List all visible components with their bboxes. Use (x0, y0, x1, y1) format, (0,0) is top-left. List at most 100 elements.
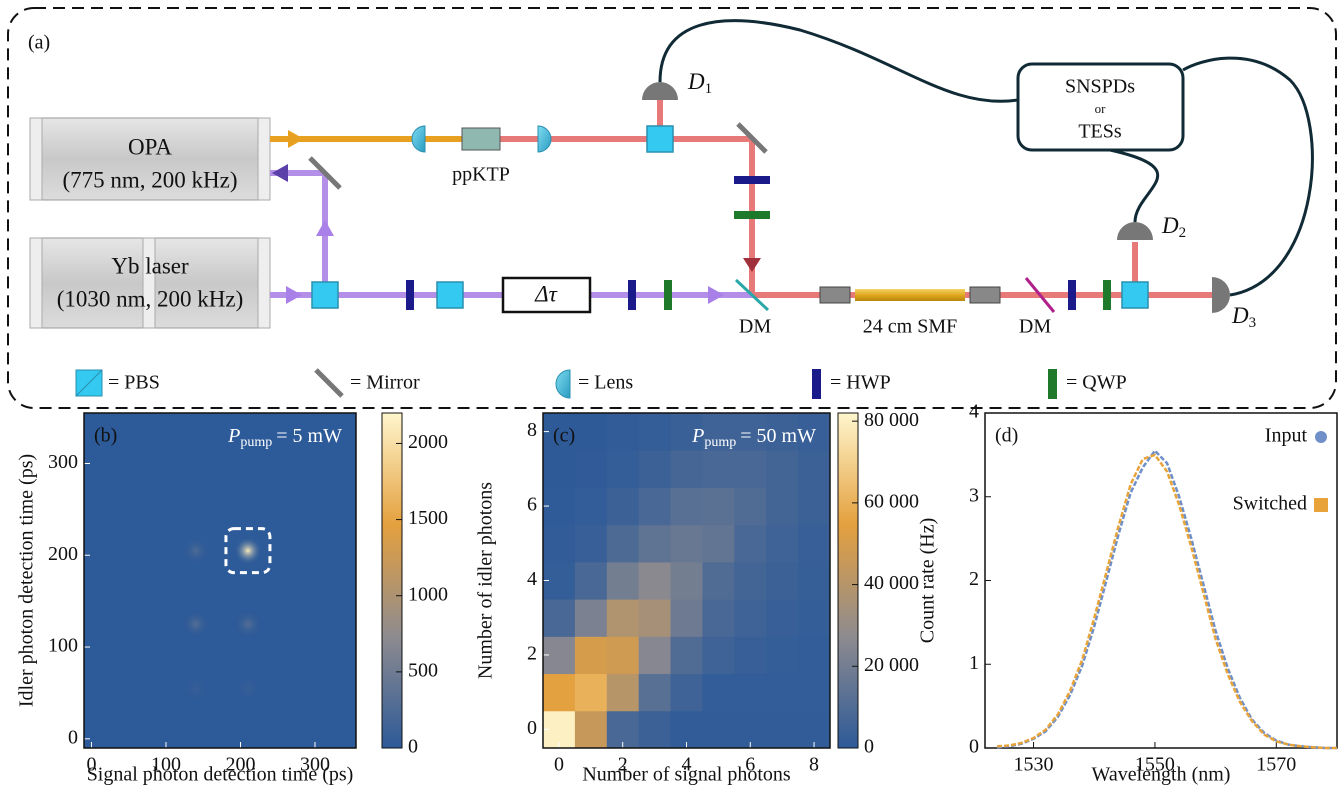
legend-marker (1315, 431, 1327, 443)
colorbar-tick-label: 1000 (408, 583, 448, 605)
crystal-label: ppKTP (452, 164, 510, 186)
annotation-symbol: P (691, 425, 704, 447)
detector (1212, 277, 1230, 313)
arrow (743, 258, 761, 272)
colorbar-tick-label: 1500 (408, 507, 448, 529)
panel-label: (b) (94, 425, 117, 447)
heatmap-cell (798, 487, 831, 526)
heatmap-cell (702, 710, 735, 749)
heatmap-cell (543, 673, 576, 712)
heatmap-cell (606, 561, 640, 600)
heatmap-cell (766, 561, 799, 600)
pbs-group (311, 125, 1149, 309)
dm-label: DM (1019, 316, 1051, 338)
heatmap-cell (638, 450, 672, 488)
x-tick-label: 2 (618, 754, 628, 776)
arrow (288, 130, 304, 148)
heatmap-cell (798, 524, 831, 563)
heatmap-cell (574, 450, 608, 488)
heatmap-cell (734, 599, 767, 637)
arrow (316, 220, 334, 236)
dichroic (734, 278, 770, 312)
heatmap-cell (734, 673, 767, 712)
colorbar-tick-label: 0 (408, 736, 418, 758)
y-tick-label: 100 (48, 635, 78, 657)
heatmap-cell (574, 413, 608, 451)
annotation-text: = 5 mW (276, 425, 342, 447)
colorbar-tick-label: 60 000 (864, 490, 919, 512)
heatmap-cell (734, 636, 767, 675)
legend-mirror (314, 368, 344, 398)
heatmap-cell (574, 561, 608, 600)
heatmap-cell (670, 487, 703, 526)
x-tick-label: 1550 (1135, 754, 1175, 776)
source-name: Yb laser (111, 253, 189, 278)
heatmap-background (84, 413, 356, 748)
annotation-subscript: pump (704, 435, 736, 450)
heatmap-cell (606, 413, 640, 451)
qwp (664, 280, 672, 310)
heatmap-cell (798, 599, 831, 637)
coupler (819, 286, 851, 304)
heatmap-cell (702, 450, 735, 488)
heatmap-cell (702, 599, 735, 637)
delay-box (501, 276, 592, 314)
heatmap-cell (766, 450, 799, 488)
heatmap-cell (734, 450, 767, 488)
heatmap-cell (606, 599, 640, 637)
y-tick-label: 2 (969, 568, 979, 590)
x-tick-label: 100 (151, 754, 181, 776)
x-axis-label: Number of signal photons (582, 764, 791, 786)
panel-label: (a) (28, 32, 50, 54)
legend-label: = PBS (108, 372, 160, 394)
heatmap-cell (638, 524, 672, 563)
heatmap-cell (734, 561, 767, 600)
y-tick-label: 4 (969, 401, 979, 423)
heatmap-cell (638, 673, 672, 712)
heatmap-cell (734, 524, 767, 563)
heatmap-cell (638, 487, 672, 526)
colorbar (837, 412, 859, 749)
box-edge (257, 237, 271, 329)
x-tick-label: 1530 (1014, 754, 1054, 776)
spot (181, 674, 210, 703)
mirror (308, 156, 342, 190)
detector (1117, 222, 1153, 240)
panel-label: (c) (553, 425, 575, 447)
heatmap-cell (702, 524, 735, 563)
heatmap-cell (798, 413, 831, 451)
heatmap-cell (798, 673, 831, 712)
heatmap-cell (766, 636, 799, 675)
detector-type: TESs (1078, 121, 1122, 143)
y-tick-label: 1 (969, 652, 979, 674)
heatmap-cell (702, 487, 735, 526)
box-edge (29, 117, 43, 201)
detector (642, 82, 678, 100)
annotation-symbol: P (227, 425, 240, 447)
heatmap-cell (766, 524, 799, 563)
x-axis-label: Signal photon detection time (ps) (87, 764, 354, 786)
x-tick-label: 4 (682, 754, 692, 776)
annotation-text: = 50 mW (740, 425, 816, 447)
heatmap-cell (543, 524, 576, 563)
legend-hwp (812, 369, 821, 399)
heatmap-cell (670, 413, 703, 451)
pbs (1121, 281, 1149, 309)
y-tick-label: 0 (527, 717, 537, 739)
heatmap-cell (638, 413, 672, 451)
colorbar (381, 412, 403, 749)
x-tick-label: 0 (86, 754, 96, 776)
heatmap-cell (734, 487, 767, 526)
heatmap-cell (574, 673, 608, 712)
dm-label: DM (739, 316, 771, 338)
y-tick-label: 0 (969, 736, 979, 758)
dichroic (1024, 277, 1056, 313)
spots (181, 536, 262, 703)
pbs (311, 281, 339, 309)
legend-label: = QWP (1066, 372, 1127, 394)
heatmap-cell (670, 599, 703, 637)
source-spec: (1030 nm, 200 kHz) (57, 286, 244, 311)
x-tick-label: 6 (745, 754, 755, 776)
arrow (708, 286, 724, 304)
